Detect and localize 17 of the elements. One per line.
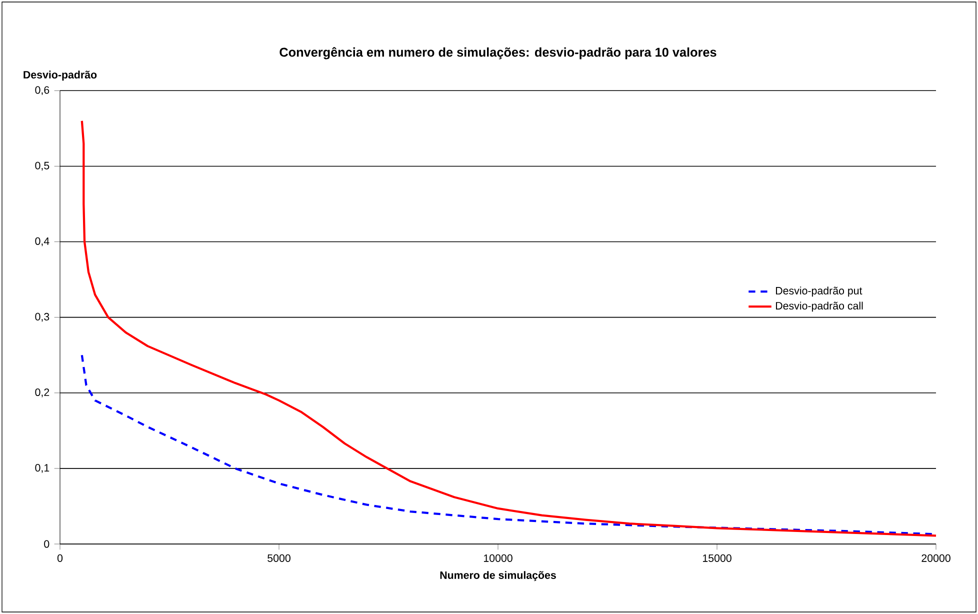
x-tick-label: 0 [57,554,63,562]
x-tick-label: 5000 [268,554,290,562]
y-tick-label: 0,5 [35,162,50,171]
legend-label: Desvio-padrão call [776,302,863,312]
y-axis-title: Desvio-padrão [24,70,97,81]
x-tick-label: 20000 [922,554,950,562]
y-tick-label: 0,1 [35,464,50,473]
y-tick-label: 0,3 [35,312,50,322]
y-tick-label: 0,6 [35,86,50,96]
legend-label: Desvio-padrão put [776,286,862,297]
y-tick-label: 0 [44,540,50,548]
y-tick-label: 0,4 [35,237,50,246]
x-tick-label: 10000 [484,554,512,562]
chart-title: Convergência em numero de simulações: desvio-padrão para 10 valores [280,47,716,60]
x-axis-title: Numero de simulações [440,571,556,582]
y-tick-label: 0,2 [35,388,50,398]
x-tick-label: 15000 [702,554,732,562]
